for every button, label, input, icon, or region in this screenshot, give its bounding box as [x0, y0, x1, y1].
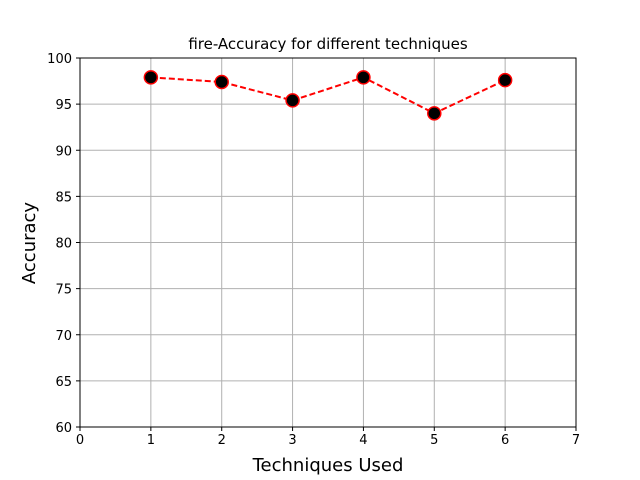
y-tick-label: 80 — [55, 237, 72, 252]
y-tick-label: 60 — [55, 421, 72, 436]
y-tick-label: 70 — [55, 329, 72, 344]
data-point — [497, 72, 513, 88]
y-axis: 60 65 70 75 80 85 90 95 100 — [47, 52, 80, 436]
data-point — [214, 74, 229, 90]
x-tick-label: 6 — [501, 433, 509, 448]
y-axis-label: Accuracy — [19, 202, 40, 285]
y-tick-label: 85 — [55, 190, 72, 205]
x-tick-label: 3 — [288, 433, 296, 448]
chart-title: fire-Accuracy for different techniques — [188, 35, 468, 53]
y-tick-label: 100 — [47, 52, 72, 67]
data-point — [356, 70, 371, 85]
y-tick-label: 90 — [55, 144, 72, 159]
x-tick-label: 5 — [430, 433, 438, 448]
y-tick-label: 75 — [55, 283, 72, 298]
data-series — [143, 70, 513, 121]
series-line — [150, 76, 506, 115]
x-tick-label: 7 — [572, 433, 580, 448]
x-tick-label: 1 — [147, 433, 155, 448]
data-point — [427, 106, 442, 121]
y-tick-label: 95 — [55, 98, 72, 113]
data-point — [285, 93, 300, 108]
x-tick-label: 4 — [359, 433, 367, 448]
y-tick-label: 65 — [55, 375, 72, 390]
x-tick-label: 0 — [76, 433, 84, 448]
data-point — [143, 70, 159, 85]
x-axis-label: Techniques Used — [252, 455, 404, 476]
x-axis: 0 1 2 3 4 5 6 7 — [76, 427, 580, 448]
x-tick-label: 2 — [218, 433, 226, 448]
